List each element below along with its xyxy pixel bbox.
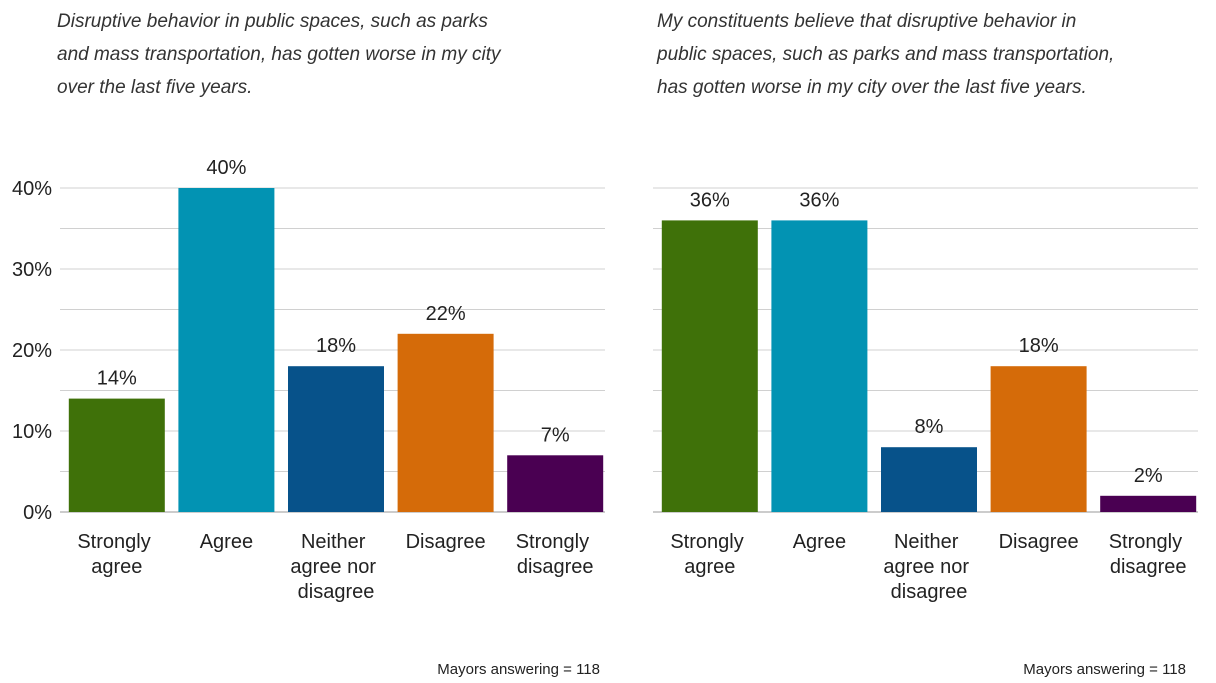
value-label: 36% <box>799 189 839 211</box>
y-tick-label: 10% <box>12 421 52 443</box>
bar <box>881 447 977 512</box>
x-tick-label: Strongly agree <box>670 531 749 578</box>
chart-title-line: over the last five years. <box>57 77 252 98</box>
x-tick-label-line: Disagree <box>999 531 1079 553</box>
x-tick-label: Agree <box>200 531 253 553</box>
x-tick-label-line: Neither <box>301 531 371 553</box>
value-label: 7% <box>541 424 570 446</box>
note: Mayors answering = 118 <box>437 661 600 678</box>
y-tick-label: 40% <box>12 178 52 200</box>
bar <box>990 366 1087 512</box>
x-tick-label: Strongly disagree <box>516 531 595 578</box>
x-tick-label: Neither agree nor disagree <box>883 531 974 603</box>
x-tick-label-line: disagree <box>1110 556 1187 578</box>
x-tick-label-line: agree nor <box>883 556 974 578</box>
x-tick-label-line: agree nor <box>290 556 381 578</box>
bar <box>507 455 604 512</box>
chart-title-line: has gotten worse in my city over the las… <box>657 77 1087 98</box>
x-tick-label: Neither agree nor disagree <box>290 531 381 603</box>
x-tick-label: Disagree <box>406 531 486 553</box>
x-tick-label-line: Agree <box>200 531 253 553</box>
x-tick-label-line: Strongly <box>670 531 749 553</box>
x-tick-label-line: disagree <box>298 581 375 603</box>
chart-title: My constituents believe that disruptive … <box>656 11 1120 98</box>
x-tick-label-line: Disagree <box>406 531 486 553</box>
chart-title-line: public spaces, such as parks and mass tr… <box>656 44 1120 65</box>
x-tick-label-line: disagree <box>517 556 594 578</box>
x-tick-label: Strongly disagree <box>1109 531 1188 578</box>
x-tick-label: Agree <box>793 531 846 553</box>
x-tick-label-line: agree <box>91 556 142 578</box>
y-tick-label: 30% <box>12 259 52 281</box>
bar <box>68 398 165 512</box>
value-label: 40% <box>206 157 246 179</box>
value-label: 14% <box>97 368 137 390</box>
bar <box>771 220 868 512</box>
x-tick-label-line: Strongly <box>1109 531 1188 553</box>
x-tick-label-line: Agree <box>793 531 846 553</box>
bar <box>661 220 758 512</box>
x-tick-label: Strongly agree <box>77 531 156 578</box>
y-tick-label: 0% <box>23 502 52 524</box>
bar <box>288 366 384 512</box>
value-label: 8% <box>915 416 944 438</box>
chart-title-line: My constituents believe that disruptive … <box>657 11 1082 32</box>
value-label: 2% <box>1134 465 1163 487</box>
bar <box>397 333 494 512</box>
value-label: 18% <box>1019 335 1059 357</box>
value-label: 22% <box>426 303 466 325</box>
x-tick-label-line: Neither <box>894 531 964 553</box>
chart-title-line: Disruptive behavior in public spaces, su… <box>57 11 493 32</box>
value-label: 18% <box>316 335 356 357</box>
chart-title-line: and mass transportation, has gotten wors… <box>57 44 506 65</box>
x-tick-label-line: agree <box>684 556 735 578</box>
x-tick-label-line: Strongly <box>516 531 595 553</box>
x-tick-label-line: Strongly <box>77 531 156 553</box>
y-tick-label: 20% <box>12 340 52 362</box>
x-tick-label: Disagree <box>999 531 1079 553</box>
x-tick-label-line: disagree <box>891 581 968 603</box>
note: Mayors answering = 118 <box>1023 661 1186 678</box>
bar <box>1100 495 1197 512</box>
value-label: 36% <box>690 189 730 211</box>
bar <box>178 188 275 512</box>
chart-title: Disruptive behavior in public spaces, su… <box>57 11 506 98</box>
